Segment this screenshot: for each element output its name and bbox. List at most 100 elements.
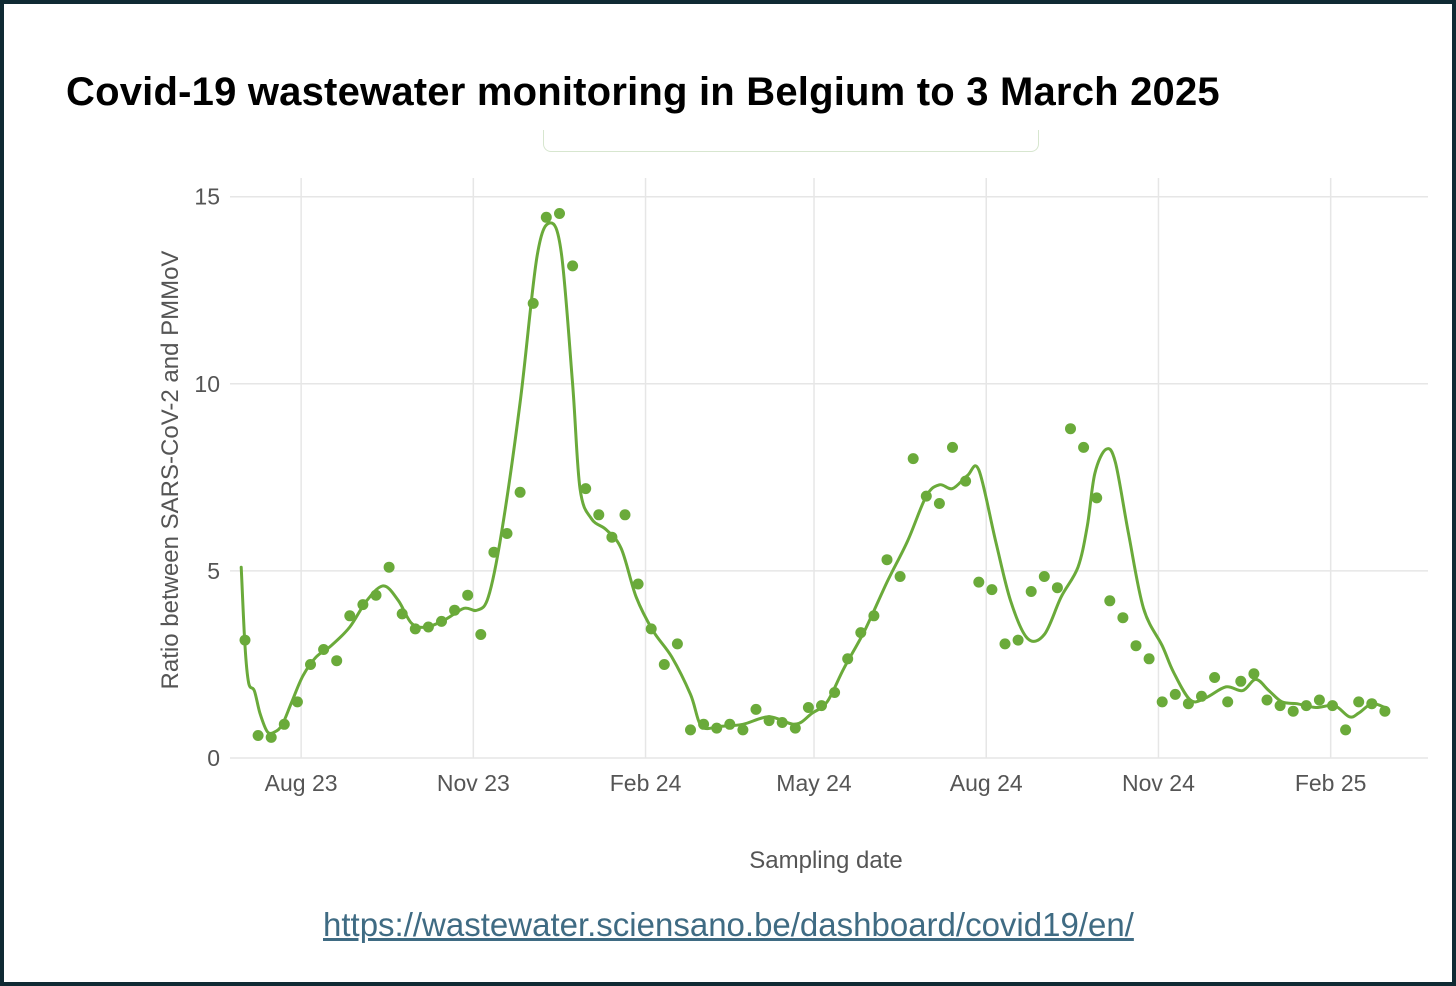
data-point bbox=[252, 730, 264, 741]
data-point bbox=[855, 627, 867, 639]
data-point bbox=[645, 623, 657, 635]
data-point bbox=[1235, 675, 1247, 687]
data-point bbox=[698, 718, 710, 730]
data-point bbox=[1182, 698, 1194, 710]
data-point bbox=[344, 610, 356, 622]
y-tick-label: 15 bbox=[194, 184, 220, 210]
y-axis-label: Ratio between SARS-CoV-2 and PMMoV bbox=[157, 251, 184, 690]
x-tick-label: Feb 25 bbox=[1295, 770, 1367, 796]
data-point bbox=[1038, 571, 1050, 582]
x-tick-label: Nov 24 bbox=[1122, 770, 1195, 796]
data-point bbox=[305, 659, 316, 670]
smoothed-trend bbox=[239, 221, 1387, 736]
data-point bbox=[711, 722, 723, 734]
data-point bbox=[331, 655, 343, 667]
data-point bbox=[357, 599, 369, 611]
data-point bbox=[973, 576, 985, 588]
data-point bbox=[1274, 700, 1286, 712]
x-tick-label: Nov 23 bbox=[437, 770, 510, 796]
data-point bbox=[554, 208, 565, 219]
x-tick-label: Aug 23 bbox=[265, 770, 338, 796]
trend-line bbox=[239, 221, 1387, 736]
data-point bbox=[1025, 586, 1037, 597]
data-point bbox=[1222, 696, 1234, 708]
data-point bbox=[986, 584, 998, 596]
data-point bbox=[1156, 696, 1168, 708]
data-point bbox=[540, 211, 552, 223]
data-point bbox=[816, 700, 827, 712]
source-link[interactable]: https://wastewater.sciensano.be/dashboar… bbox=[323, 906, 1134, 943]
data-point bbox=[318, 644, 330, 655]
data-point bbox=[580, 483, 592, 495]
data-point bbox=[370, 589, 382, 601]
data-point bbox=[527, 297, 539, 309]
data-point bbox=[842, 653, 854, 665]
data-point bbox=[1196, 690, 1207, 702]
data-point bbox=[239, 634, 251, 646]
data-point bbox=[947, 441, 958, 453]
data-point bbox=[658, 659, 670, 670]
data-point bbox=[1313, 694, 1325, 706]
data-point bbox=[1366, 698, 1378, 710]
data-point bbox=[449, 604, 461, 616]
data-point bbox=[776, 717, 788, 728]
data-point bbox=[632, 578, 644, 590]
data-point bbox=[1248, 668, 1260, 680]
x-axis-label: Sampling date bbox=[749, 847, 902, 874]
data-point bbox=[422, 621, 434, 633]
data-point bbox=[462, 589, 474, 601]
data-point bbox=[1353, 696, 1365, 708]
x-tick-labels: Aug 23 Nov 23 Feb 24 May 24 Aug 24 Nov 24 Feb … bbox=[265, 770, 1367, 796]
data-point bbox=[501, 528, 513, 539]
legend-tab bbox=[543, 130, 1039, 152]
data-point bbox=[1078, 441, 1090, 453]
data-point bbox=[1091, 492, 1103, 504]
data-point bbox=[671, 638, 683, 650]
data-point bbox=[907, 453, 919, 465]
data-point bbox=[1169, 688, 1181, 700]
data-point bbox=[1012, 634, 1024, 646]
data-point bbox=[829, 687, 841, 698]
chart-frame: Covid-19 wastewater monitoring in Belgiu… bbox=[4, 4, 1452, 982]
data-point bbox=[685, 724, 696, 736]
data-point bbox=[291, 696, 303, 708]
y-tick-label: 0 bbox=[207, 745, 220, 771]
data-point bbox=[1065, 423, 1076, 435]
data-point bbox=[1327, 700, 1338, 712]
data-point bbox=[409, 623, 421, 635]
data-point bbox=[960, 475, 972, 487]
data-point bbox=[396, 608, 408, 620]
data-point bbox=[488, 546, 500, 558]
data-point bbox=[567, 260, 579, 272]
y-tick-label: 5 bbox=[207, 558, 220, 584]
data-point bbox=[999, 638, 1011, 650]
x-tick-label: Aug 24 bbox=[950, 770, 1023, 796]
data-point bbox=[1104, 595, 1116, 607]
data-point bbox=[436, 615, 447, 627]
data-point bbox=[1143, 653, 1155, 665]
data-point bbox=[724, 718, 736, 730]
data-point bbox=[894, 571, 906, 582]
data-point bbox=[383, 561, 395, 573]
data-point bbox=[763, 715, 775, 727]
data-point bbox=[789, 722, 801, 734]
data-point bbox=[1300, 700, 1312, 712]
data-point bbox=[278, 718, 290, 730]
data-point bbox=[1051, 582, 1063, 594]
data-points bbox=[239, 208, 1391, 743]
y-tick-labels: 0 5 10 15 bbox=[194, 184, 220, 771]
data-point bbox=[1209, 672, 1221, 683]
chart-title: Covid-19 wastewater monitoring in Belgiu… bbox=[66, 70, 1220, 114]
data-point bbox=[1117, 612, 1129, 624]
data-point bbox=[514, 486, 526, 498]
data-point bbox=[737, 724, 749, 736]
data-point bbox=[475, 629, 487, 640]
y-tick-label: 10 bbox=[194, 371, 220, 397]
data-point bbox=[606, 531, 618, 543]
data-point bbox=[802, 702, 814, 713]
data-point bbox=[593, 509, 605, 521]
data-point bbox=[933, 498, 945, 509]
data-point bbox=[1261, 694, 1273, 706]
data-point bbox=[750, 703, 762, 715]
